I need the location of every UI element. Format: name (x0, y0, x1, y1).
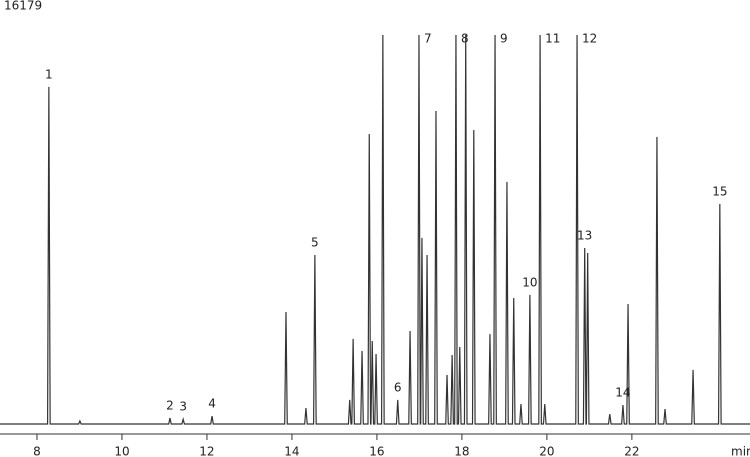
peak-label: 6 (394, 380, 402, 394)
x-tick-label: 12 (199, 445, 214, 457)
x-tick-label: 20 (539, 445, 554, 457)
chromatogram-trace (0, 34, 750, 425)
peak-label: 12 (582, 32, 597, 46)
peak-label: 2 (166, 398, 174, 412)
peak-label: 15 (712, 185, 727, 199)
peak-label: 8 (461, 32, 469, 46)
x-tick-label: 10 (114, 445, 129, 457)
peak-label: 10 (522, 275, 537, 289)
x-tick-label: 14 (284, 445, 299, 457)
x-tick-label: 22 (624, 445, 639, 457)
x-axis-label: min (731, 445, 750, 457)
peak-label: 5 (311, 235, 319, 249)
peak-label: 1 (45, 67, 53, 81)
y-max-label: 16179 (4, 0, 42, 13)
peak-label: 14 (615, 386, 630, 400)
peak-label: 13 (577, 229, 592, 243)
peak-label: 3 (179, 400, 187, 414)
peak-label: 7 (424, 32, 432, 46)
x-tick-label: 8 (33, 445, 41, 457)
peak-label: 9 (500, 32, 508, 46)
peak-label: 11 (545, 32, 560, 46)
peak-label: 4 (208, 397, 216, 411)
x-tick-label: 18 (454, 445, 469, 457)
x-tick-label: 16 (369, 445, 384, 457)
